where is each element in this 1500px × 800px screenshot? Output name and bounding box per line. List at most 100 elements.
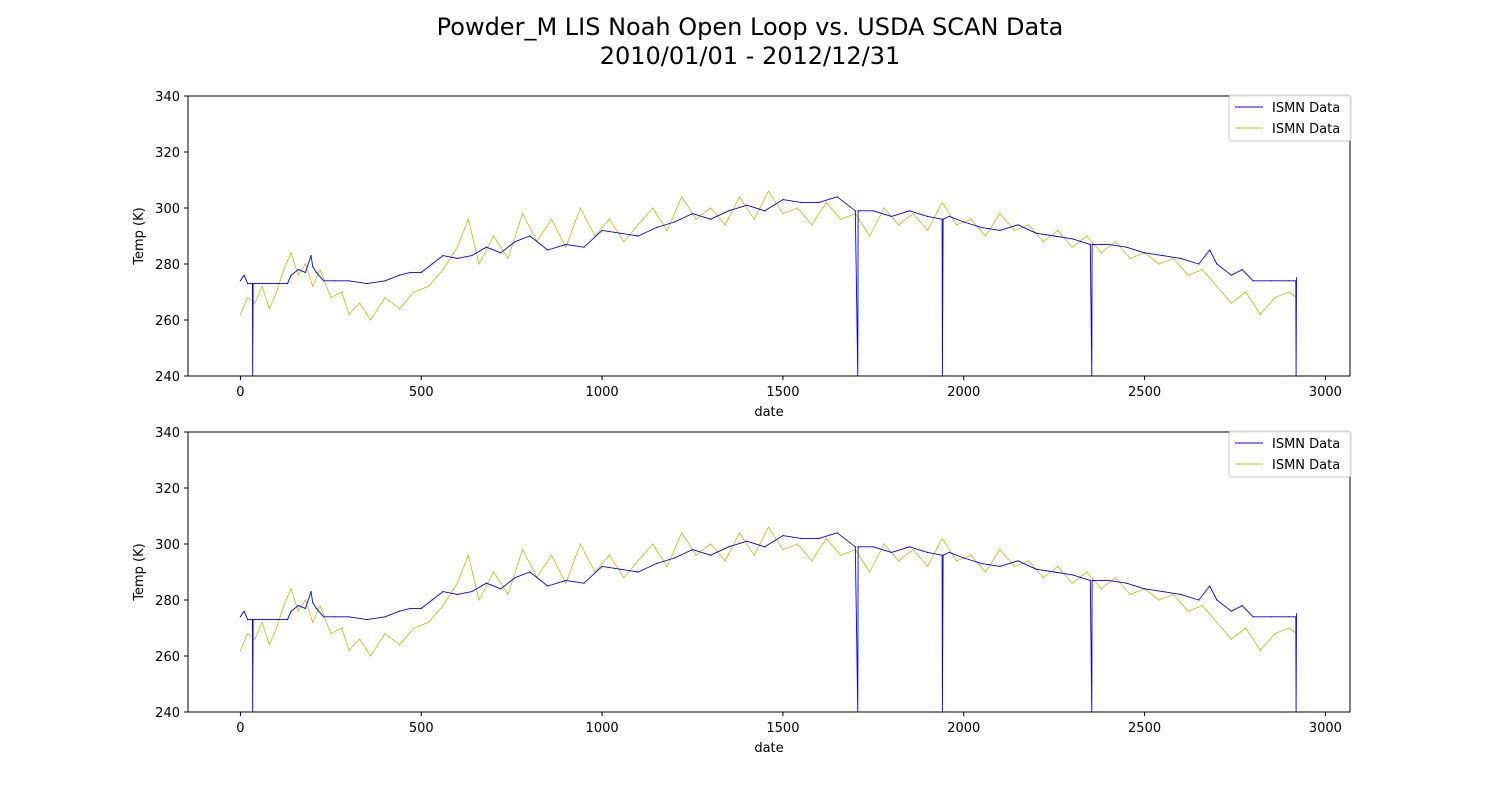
y-tick-label: 300 [155,538,180,553]
data-point-series-2 [370,319,372,321]
data-point-series-2 [999,213,1001,215]
y-tick-label: 240 [155,370,180,385]
data-point-series-2 [1115,577,1117,579]
data-point-series-2 [623,577,625,579]
data-point-series-1 [456,593,458,596]
data-point-series-2 [825,537,827,540]
data-point-series-1 [1198,263,1200,265]
data-point-series-2 [319,605,321,607]
data-point-series-2 [384,297,386,299]
data-point-series-1 [942,554,944,556]
data-point-series-1 [1035,568,1037,570]
data-point-series-1 [442,255,444,257]
data-point-series-2 [811,224,813,226]
x-axis-label: date [754,741,783,756]
data-point-series-1 [800,201,802,203]
x-tick-label: 2000 [947,385,980,400]
subplot-top: 0 500 1000 1500 2000 2500 3000 240 260 280 300 320 3… [132,90,1352,420]
data-point-series-1 [1295,613,1298,615]
data-point-series-1 [348,616,350,618]
data-point-series-2 [312,285,314,287]
data-point-series-2 [297,610,299,612]
data-point-series-2 [427,621,430,624]
data-point-series-1 [1209,249,1211,251]
data-point-series-2 [1158,599,1160,601]
data-point-series-1 [239,616,241,618]
data-point-series-1 [583,246,585,248]
data-point-series-1 [948,215,950,217]
data-point-series-1 [1295,280,1297,282]
data-point-series-1 [529,235,531,237]
data-point-series-2 [681,196,683,198]
data-point-series-1 [420,271,422,273]
data-point-series-2 [550,218,553,220]
data-point-series-1 [583,582,585,584]
figure-title-line-1: Powder_M LIS Noah Open Loop vs. USDA SCA… [437,13,1064,41]
data-point-series-2 [1288,291,1290,293]
data-point-series-1 [601,229,603,231]
data-point-series-1 [1125,246,1128,248]
data-point-series-2 [268,308,270,310]
data-point-series-1 [431,599,433,601]
data-point-series-2 [695,218,697,220]
data-point-series-2 [254,638,256,640]
data-point-series-2 [341,627,343,629]
data-point-series-1 [782,535,784,537]
data-point-series-1 [1241,269,1243,271]
data-point-series-2 [359,638,361,640]
data-point-series-1 [310,255,312,257]
data-point-series-2 [1288,627,1290,629]
data-point-series-1 [836,532,838,534]
data-point-series-1 [252,283,254,285]
x-tick-label: 1000 [586,721,619,736]
y-tick-label: 240 [155,706,180,721]
data-point-series-2 [442,605,444,607]
data-point-series-2 [297,274,299,276]
data-point-series-1 [890,551,893,554]
data-point-series-2 [370,655,372,657]
data-point-series-1 [655,563,657,565]
data-point-series-1 [963,557,965,559]
data-point-series-2 [883,543,885,545]
data-point-series-2 [1245,627,1247,629]
data-point-series-2 [467,218,469,220]
data-point-series-2 [239,649,241,652]
data-point-series-2 [652,543,654,545]
data-point-series-1 [999,229,1001,231]
x-tick-label: 1500 [766,385,799,400]
data-point-series-1 [800,537,802,540]
data-point-series-1 [247,283,249,285]
data-point-series-1 [500,588,502,590]
data-point-series-2 [493,235,495,237]
data-point-series-1 [655,227,657,229]
data-point-series-2 [304,599,307,601]
data-point-series-2 [521,549,524,551]
data-point-series-2 [1100,588,1102,590]
data-point-series-1 [927,551,929,554]
x-tick-label: 500 [409,385,434,400]
data-point-series-1 [601,565,603,568]
data-point-series-2 [984,235,987,237]
axes-frame [187,431,1351,713]
data-point-series-1 [485,246,487,248]
data-point-series-2 [984,571,987,573]
data-point-series-1 [1092,579,1094,582]
data-point-series-1 [942,218,944,220]
data-point-series-1 [312,602,314,604]
data-point-series-2 [1028,224,1030,226]
data-point-series-1 [981,227,983,229]
data-point-series-1 [431,263,433,265]
data-point-series-2 [608,554,610,556]
data-point-series-1 [872,546,874,548]
data-point-series-2 [261,621,263,624]
data-point-series-1 [1071,574,1073,576]
data-point-series-1 [312,266,314,268]
data-point-series-2 [247,297,249,299]
figure-title-line-2: 2010/01/01 - 2012/12/31 [600,42,901,70]
data-point-series-2 [507,257,509,259]
data-point-series-2 [399,644,401,646]
data-point-series-2 [869,571,871,573]
y-tick-label: 320 [155,482,180,497]
data-point-series-1 [315,271,317,273]
data-point-series-2 [970,554,972,556]
